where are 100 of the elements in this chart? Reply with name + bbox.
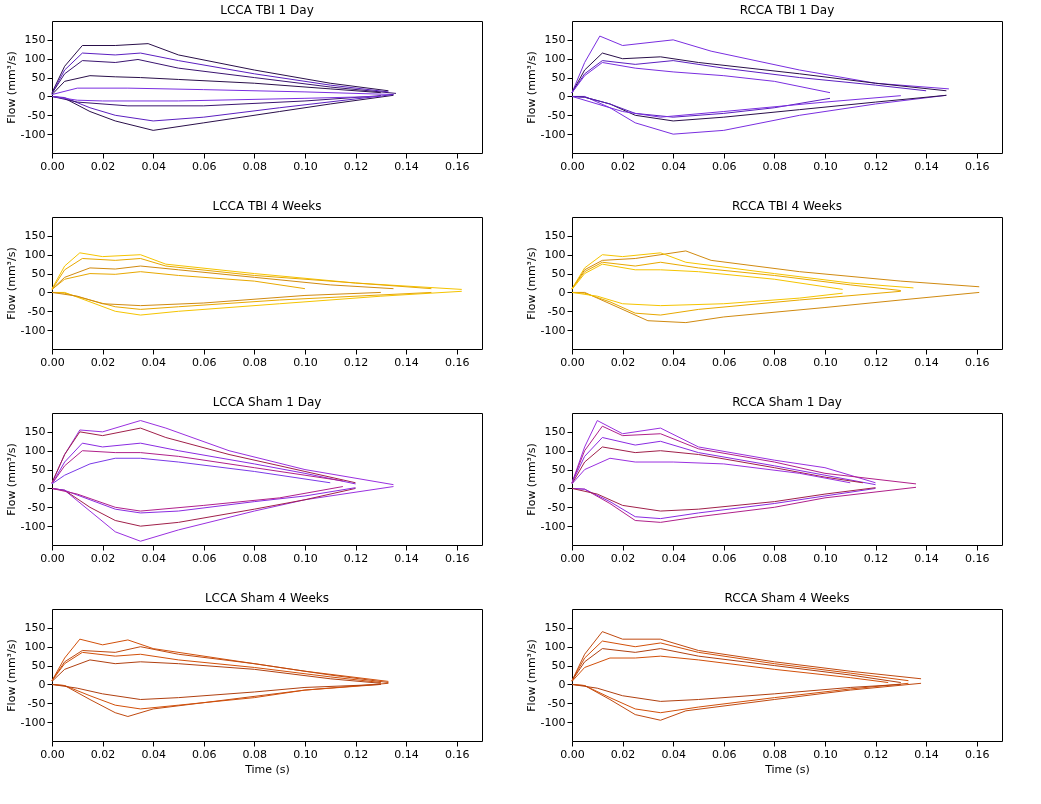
- x-axis-title: Time (s): [244, 762, 290, 776]
- x-tick-label: 0.16: [444, 355, 470, 369]
- x-tick-label: 0.04: [141, 355, 166, 369]
- x-tick-label: 0.12: [343, 551, 369, 565]
- x-tick-label: 0.06: [192, 747, 217, 761]
- chart-title: RCCA TBI 1 Day: [739, 3, 835, 17]
- y-tick-label: 0: [38, 677, 46, 691]
- y-axis-title: Flow (mm³/s): [4, 443, 18, 516]
- x-tick-label: 0.04: [141, 747, 166, 761]
- chart-title: LCCA Sham 4 Weeks: [204, 591, 330, 605]
- y-tick-label: -50: [27, 108, 46, 122]
- x-tick-label: 0.12: [863, 355, 889, 369]
- x-tick-label: 0.14: [394, 355, 419, 369]
- y-axis-title: Flow (mm³/s): [4, 639, 18, 712]
- y-tick-label: 0: [38, 481, 46, 495]
- x-tick-label: 0.08: [242, 355, 268, 369]
- y-axis-title: Flow (mm³/s): [524, 639, 538, 712]
- chart-title: RCCA Sham 1 Day: [732, 395, 842, 409]
- chart-title: LCCA TBI 1 Day: [220, 3, 314, 17]
- y-tick-label: 50: [31, 267, 46, 281]
- x-tick-label: 0.02: [610, 355, 636, 369]
- x-tick-label: 0.14: [914, 551, 939, 565]
- x-tick-label: 0.10: [293, 355, 318, 369]
- x-tick-label: 0.10: [813, 551, 838, 565]
- x-tick-label: 0.06: [712, 551, 737, 565]
- y-tick-label: 0: [558, 285, 566, 299]
- x-tick-label: 0.16: [964, 747, 990, 761]
- x-tick-label: 0.12: [863, 159, 889, 173]
- x-tick-label: 0.02: [90, 355, 116, 369]
- x-tick-label: 0.12: [343, 159, 369, 173]
- y-tick-label: 0: [558, 89, 566, 103]
- x-tick-label: 0.16: [964, 551, 990, 565]
- y-tick-label: -100: [540, 127, 566, 141]
- y-tick-label: -50: [27, 500, 46, 514]
- y-tick-label: 150: [544, 229, 566, 243]
- x-tick-label: 0.02: [610, 747, 636, 761]
- y-tick-label: 50: [551, 463, 566, 477]
- y-tick-label: -100: [20, 323, 46, 337]
- x-tick-label: 0.06: [192, 551, 217, 565]
- y-tick-label: 150: [24, 229, 46, 243]
- y-tick-label: -50: [27, 304, 46, 318]
- x-tick-label: 0.06: [712, 355, 737, 369]
- x-tick-label: 0.14: [914, 355, 939, 369]
- y-axis-title: Flow (mm³/s): [4, 247, 18, 320]
- x-tick-label: 0.16: [964, 159, 990, 173]
- x-tick-label: 0.16: [964, 355, 990, 369]
- x-tick-label: 0.02: [610, 159, 636, 173]
- x-tick-label: 0.06: [192, 355, 217, 369]
- x-tick-label: 0.04: [661, 551, 686, 565]
- y-tick-label: -100: [540, 519, 566, 533]
- x-tick-label: 0.06: [712, 747, 737, 761]
- y-tick-label: -100: [540, 715, 566, 729]
- y-tick-label: 100: [24, 248, 46, 262]
- y-tick-label: 100: [544, 444, 566, 458]
- y-tick-label: 150: [24, 425, 46, 439]
- y-axis-title: Flow (mm³/s): [4, 51, 18, 124]
- x-tick-label: 0.06: [712, 159, 737, 173]
- y-tick-label: -100: [20, 127, 46, 141]
- x-tick-label: 0.04: [141, 159, 166, 173]
- x-tick-label: 0.08: [762, 747, 788, 761]
- x-tick-label: 0.16: [444, 551, 470, 565]
- y-tick-label: 0: [38, 285, 46, 299]
- x-tick-label: 0.00: [40, 159, 65, 173]
- x-tick-label: 0.14: [394, 159, 419, 173]
- x-tick-label: 0.00: [40, 355, 65, 369]
- chart-title: RCCA TBI 4 Weeks: [731, 199, 843, 213]
- y-tick-label: 150: [24, 33, 46, 47]
- x-tick-label: 0.08: [762, 355, 788, 369]
- y-axis-title: Flow (mm³/s): [524, 443, 538, 516]
- y-tick-label: 100: [544, 52, 566, 66]
- y-tick-label: 150: [544, 621, 566, 635]
- y-axis-title: Flow (mm³/s): [524, 247, 538, 320]
- y-tick-label: -50: [547, 304, 566, 318]
- x-tick-label: 0.08: [762, 551, 788, 565]
- x-tick-label: 0.14: [394, 551, 419, 565]
- y-tick-label: -50: [547, 108, 566, 122]
- y-tick-label: 0: [38, 89, 46, 103]
- y-axis-title: Flow (mm³/s): [524, 51, 538, 124]
- x-tick-label: 0.12: [863, 551, 889, 565]
- y-tick-label: -100: [20, 715, 46, 729]
- y-tick-label: 100: [544, 248, 566, 262]
- y-tick-label: 100: [24, 52, 46, 66]
- x-tick-label: 0.00: [560, 355, 585, 369]
- x-tick-label: 0.08: [242, 159, 268, 173]
- x-tick-label: 0.12: [343, 355, 369, 369]
- y-tick-label: -50: [27, 696, 46, 710]
- x-tick-label: 0.12: [863, 747, 889, 761]
- y-tick-label: 50: [31, 463, 46, 477]
- x-tick-label: 0.10: [293, 551, 318, 565]
- x-tick-label: 0.02: [90, 747, 116, 761]
- y-tick-label: 50: [551, 659, 566, 673]
- x-tick-label: 0.08: [242, 551, 268, 565]
- y-tick-label: 100: [24, 444, 46, 458]
- x-tick-label: 0.06: [192, 159, 217, 173]
- y-tick-label: -50: [547, 696, 566, 710]
- chart-title: LCCA Sham 1 Day: [212, 395, 322, 409]
- x-tick-label: 0.12: [343, 747, 369, 761]
- y-tick-label: 50: [551, 71, 566, 85]
- x-tick-label: 0.10: [813, 355, 838, 369]
- x-tick-label: 0.10: [813, 159, 838, 173]
